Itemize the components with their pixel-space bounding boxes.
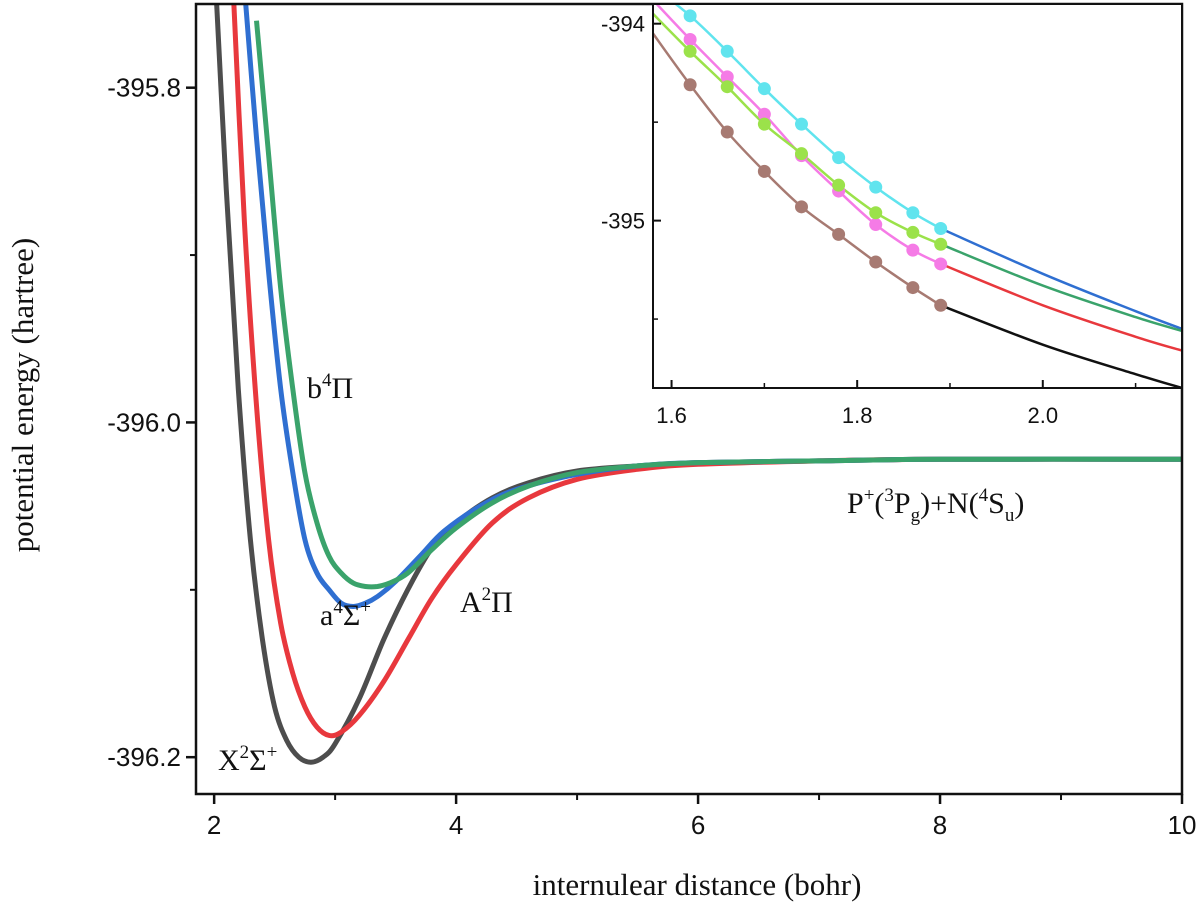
y-axis-title: potential energy (hartree) [5,238,40,552]
inset-point-lime [869,206,883,220]
inset-point-magenta [906,243,920,257]
inset-point-lime [906,225,920,239]
inset-point-brown [869,255,883,269]
inset-point-cyan [869,180,883,194]
inset-point-magenta [720,70,734,84]
inset-point-lime [683,44,697,58]
state-label-X2Σ+: X2Σ+ [218,742,277,777]
x-axis-title: internulear distance (bohr) [533,867,862,902]
inset-point-magenta [934,257,948,271]
inset-point-cyan [934,221,948,235]
state-label-b4Π: b4Π [307,370,353,405]
inset-point-brown [832,227,846,241]
inset-point-brown [934,298,948,312]
inset-background [653,4,1182,388]
inset-point-lime [720,80,734,94]
inset-point-brown [757,164,771,178]
inset-point-brown [794,200,808,214]
main-plot: 2 4 6 8 10 -395.8 -396.0 -396.2 b4Π a4Σ+ A2Π X2Σ+ P+… [107,2,1197,840]
inset-point-magenta [683,32,697,46]
inset-curve-black [940,304,1182,388]
x-tick-label: 4 [449,810,463,840]
inset-point-lime [794,147,808,161]
x-tick-label: 10 [1168,810,1197,840]
inset-x-tick-label: 1.8 [842,403,873,428]
curve-b4Π [254,20,1182,590]
state-label-a4Σ+: a4Σ+ [320,597,371,632]
inset-curve-red [940,262,1182,352]
inset-y-tick-label: -394 [601,12,645,37]
main-curves [214,4,1182,765]
y-tick-label: -395.8 [107,73,181,103]
inset-point-lime [757,117,771,131]
x-tick-label: 8 [933,810,947,840]
inset-point-cyan [794,117,808,131]
inset-y-tick-label: -395 [601,209,645,234]
inset-point-brown [720,125,734,139]
inset-curve-blue [940,227,1182,331]
x-tick-label: 2 [207,810,221,840]
inset-frame [652,3,1183,389]
inset-point-brown [683,78,697,92]
state-label-asymptote: P+(3Pg)+N(4Su) [847,485,1024,526]
y-tick-label: -396.2 [107,742,181,772]
inset-point-magenta [757,107,771,121]
inset-point-cyan [683,9,697,23]
inset-point-cyan [757,82,771,96]
inset-x-tick-label: 2.0 [1027,403,1058,428]
y-tick-label: -396.0 [107,407,181,437]
inset-point-magenta [869,218,883,232]
inset-x-tick-label: 1.6 [656,403,687,428]
inset-point-lime [832,178,846,192]
inset-curves [653,4,1182,388]
inset-curve-green [940,243,1182,333]
inset-point-lime [934,237,948,251]
inset-point-cyan [720,44,734,58]
state-label-A2Π: A2Π [460,584,513,619]
inset-point-cyan [906,206,920,220]
inset-point-brown [906,281,920,295]
inset-plot: 1.6 1.8 2.0 -394 -395 [601,3,1183,428]
x-tick-label: 6 [691,810,705,840]
inset-point-cyan [832,151,846,165]
